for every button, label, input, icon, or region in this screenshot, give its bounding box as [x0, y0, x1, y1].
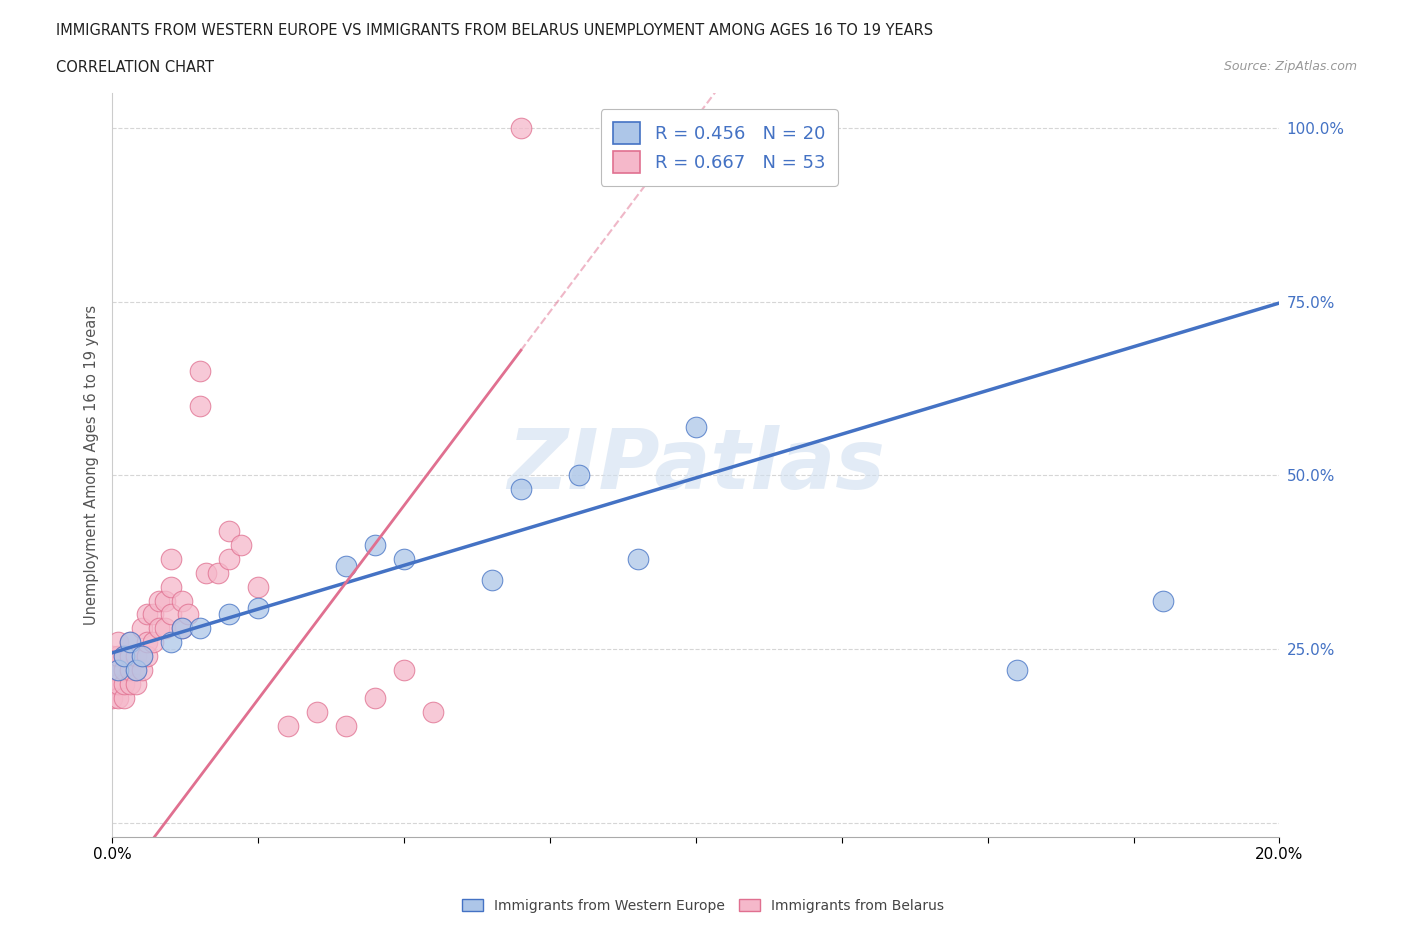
Text: ZIPatlas: ZIPatlas [508, 424, 884, 506]
Point [509, 120, 531, 135]
Point [160, 607, 183, 622]
Point [112, 690, 135, 705]
Point [125, 663, 148, 678]
Point [125, 649, 148, 664]
Point [207, 565, 229, 580]
Point [136, 607, 159, 622]
Point [118, 635, 141, 650]
Point [218, 607, 240, 622]
Point [112, 649, 135, 664]
Point [509, 482, 531, 497]
Point [392, 663, 416, 678]
Point [101, 649, 124, 664]
Point [107, 677, 129, 692]
Point [131, 663, 153, 678]
Point [148, 621, 170, 636]
Legend: R = 0.456   N = 20, R = 0.667   N = 53: R = 0.456 N = 20, R = 0.667 N = 53 [600, 110, 838, 186]
Point [136, 649, 159, 664]
Point [142, 635, 165, 650]
Point [107, 663, 129, 678]
Point [481, 572, 503, 587]
Point [188, 364, 211, 379]
Point [118, 635, 141, 650]
Point [160, 579, 183, 594]
Point [136, 635, 159, 650]
Point [364, 538, 387, 552]
Point [107, 635, 129, 650]
Point [392, 551, 416, 566]
Point [247, 600, 270, 615]
Point [101, 677, 124, 692]
Legend: Immigrants from Western Europe, Immigrants from Belarus: Immigrants from Western Europe, Immigran… [457, 894, 949, 919]
Text: IMMIGRANTS FROM WESTERN EUROPE VS IMMIGRANTS FROM BELARUS UNEMPLOYMENT AMONG AGE: IMMIGRANTS FROM WESTERN EUROPE VS IMMIGR… [56, 23, 934, 38]
Point [188, 398, 211, 413]
Text: Source: ZipAtlas.com: Source: ZipAtlas.com [1223, 60, 1357, 73]
Point [107, 690, 129, 705]
Point [305, 704, 328, 719]
Point [125, 663, 148, 678]
Point [247, 579, 270, 594]
Point [276, 718, 298, 733]
Point [107, 649, 129, 664]
Point [118, 649, 141, 664]
Point [177, 607, 200, 622]
Point [1152, 593, 1174, 608]
Point [335, 718, 357, 733]
Point [422, 704, 444, 719]
Point [148, 593, 170, 608]
Point [131, 649, 153, 664]
Point [218, 551, 240, 566]
Point [364, 690, 387, 705]
Point [131, 649, 153, 664]
Point [112, 677, 135, 692]
Point [172, 621, 194, 636]
Point [160, 551, 183, 566]
Point [125, 677, 148, 692]
Point [107, 663, 129, 678]
Point [101, 663, 124, 678]
Point [188, 621, 211, 636]
Point [160, 635, 183, 650]
Point [685, 419, 707, 434]
Text: CORRELATION CHART: CORRELATION CHART [56, 60, 214, 75]
Point [172, 621, 194, 636]
Point [153, 593, 176, 608]
Point [142, 607, 165, 622]
Point [112, 649, 135, 664]
Point [153, 621, 176, 636]
Point [1005, 663, 1028, 678]
Point [194, 565, 217, 580]
Point [626, 551, 648, 566]
Y-axis label: Unemployment Among Ages 16 to 19 years: Unemployment Among Ages 16 to 19 years [83, 305, 98, 625]
Point [568, 468, 591, 483]
Point [118, 663, 141, 678]
Point [112, 663, 135, 678]
Point [335, 558, 357, 573]
Point [229, 538, 252, 552]
Point [172, 593, 194, 608]
Point [101, 690, 124, 705]
Point [131, 621, 153, 636]
Point [118, 677, 141, 692]
Point [218, 524, 240, 538]
